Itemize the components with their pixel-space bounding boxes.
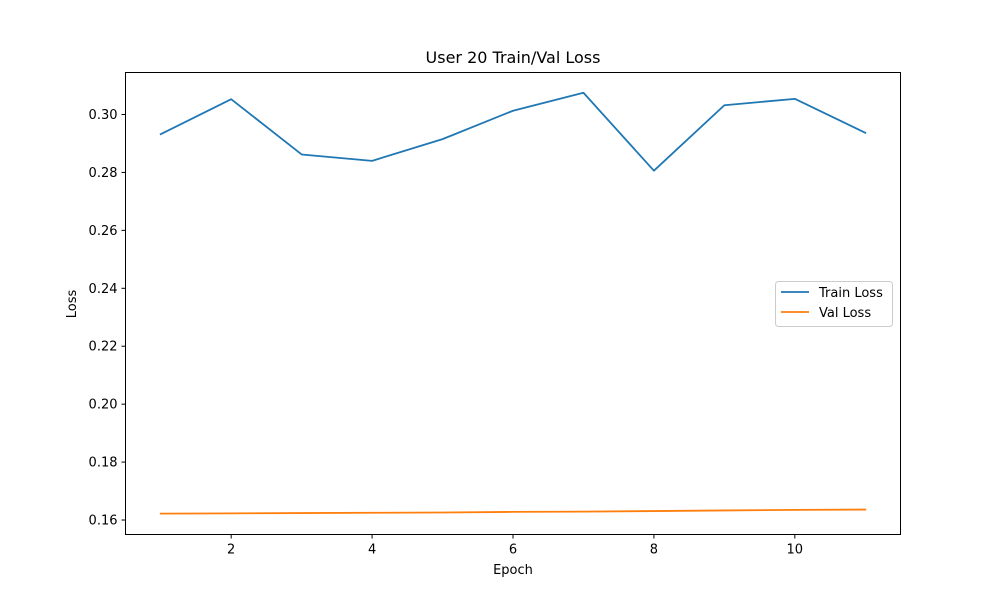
chart-title: User 20 Train/Val Loss [426,48,601,67]
x-tick-label: 10 [787,543,804,558]
x-axis: 2 4 6 8 10 [227,534,804,558]
x-axis-label: Epoch [493,563,533,578]
legend-label: Train Loss [818,286,883,301]
y-tick-label: 0.30 [89,108,118,123]
y-axis: 0.16 0.18 0.20 0.22 0.24 0.26 0.28 0.30 [89,108,126,529]
y-tick-label: 0.26 [89,224,118,239]
y-axis-label: Loss [65,290,80,319]
x-tick-label: 8 [650,543,658,558]
x-tick-label: 4 [368,543,376,558]
y-tick-label: 0.16 [89,514,118,529]
y-tick-label: 0.24 [89,282,118,297]
series-group [159,91,867,515]
series-line-train-loss [159,91,867,172]
y-tick-label: 0.22 [89,340,118,355]
y-tick-label: 0.18 [89,456,118,471]
y-tick-label: 0.20 [89,398,118,413]
legend-label: Val Loss [819,306,871,321]
legend: Train Loss Val Loss [775,281,893,327]
x-tick-label: 2 [227,543,235,558]
y-tick-label: 0.28 [89,166,118,181]
series-line-val-loss [159,508,867,515]
x-tick-label: 6 [509,543,517,558]
